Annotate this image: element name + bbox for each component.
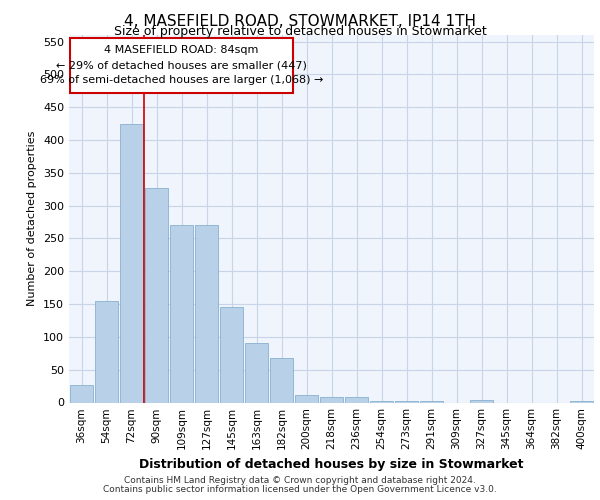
Bar bbox=[70, 385, 93, 402]
Bar bbox=[170, 226, 193, 402]
Bar bbox=[370, 400, 393, 402]
Bar bbox=[320, 396, 343, 402]
Bar bbox=[95, 301, 118, 402]
Bar bbox=[420, 400, 443, 402]
Bar bbox=[195, 226, 218, 402]
Bar bbox=[270, 358, 293, 403]
Bar bbox=[295, 394, 318, 402]
Text: Contains HM Land Registry data © Crown copyright and database right 2024.: Contains HM Land Registry data © Crown c… bbox=[124, 476, 476, 485]
Bar bbox=[570, 400, 593, 402]
Bar bbox=[220, 308, 243, 402]
Bar bbox=[395, 400, 418, 402]
Bar bbox=[470, 400, 493, 402]
Bar bbox=[345, 396, 368, 402]
Text: 4, MASEFIELD ROAD, STOWMARKET, IP14 1TH: 4, MASEFIELD ROAD, STOWMARKET, IP14 1TH bbox=[124, 14, 476, 29]
Bar bbox=[120, 124, 143, 402]
Text: 4 MASEFIELD ROAD: 84sqm
← 29% of detached houses are smaller (447)
69% of semi-d: 4 MASEFIELD ROAD: 84sqm ← 29% of detache… bbox=[40, 46, 323, 85]
FancyBboxPatch shape bbox=[70, 38, 293, 93]
Text: Size of property relative to detached houses in Stowmarket: Size of property relative to detached ho… bbox=[113, 25, 487, 38]
Text: Contains public sector information licensed under the Open Government Licence v3: Contains public sector information licen… bbox=[103, 485, 497, 494]
Bar bbox=[245, 344, 268, 402]
X-axis label: Distribution of detached houses by size in Stowmarket: Distribution of detached houses by size … bbox=[139, 458, 524, 471]
Y-axis label: Number of detached properties: Number of detached properties bbox=[28, 131, 37, 306]
Bar bbox=[145, 188, 168, 402]
